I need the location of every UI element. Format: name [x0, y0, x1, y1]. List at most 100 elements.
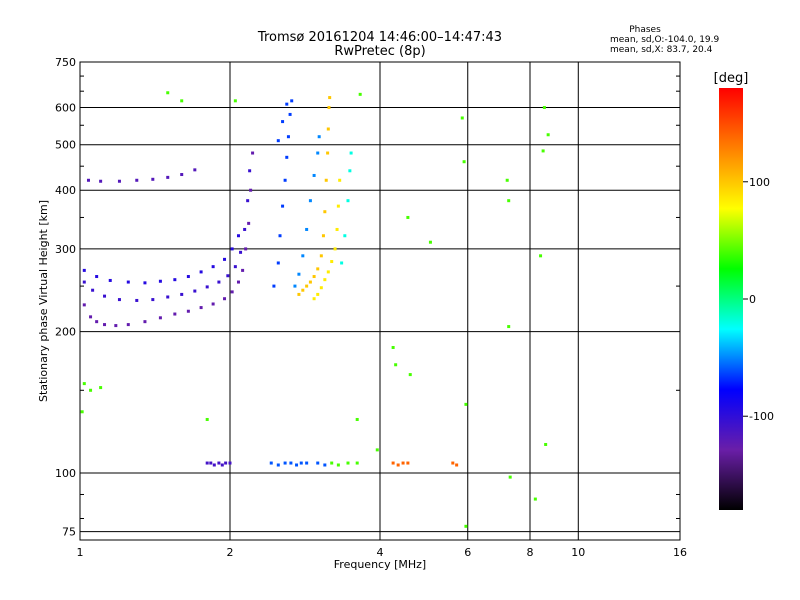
data-point	[539, 254, 543, 258]
x-tick-label: 8	[527, 546, 534, 559]
data-point	[283, 178, 287, 182]
data-point	[335, 227, 339, 231]
data-point	[290, 99, 294, 103]
data-point	[408, 373, 412, 377]
y-tick-label: 750	[55, 56, 76, 69]
chart-title: Tromsø 20161204 14:46:00–14:47:43	[257, 30, 502, 45]
data-point	[348, 169, 352, 173]
data-point	[205, 285, 209, 289]
x-axis-label: Frequency [MHz]	[334, 558, 426, 571]
data-point	[243, 227, 247, 231]
data-point	[283, 461, 287, 465]
data-point	[193, 168, 197, 172]
data-point	[297, 272, 301, 276]
data-point	[89, 315, 93, 319]
data-point	[205, 417, 209, 421]
data-point	[338, 178, 342, 182]
data-point	[276, 463, 280, 467]
data-point	[143, 320, 147, 324]
colorbar-gradient	[719, 88, 743, 510]
data-point	[230, 290, 234, 294]
data-point	[305, 284, 309, 288]
data-point	[217, 280, 221, 284]
data-point	[211, 265, 215, 269]
data-point	[401, 461, 405, 465]
chart-subtitle: RwPretec (8p)	[334, 44, 425, 59]
data-point	[544, 442, 548, 446]
data-point	[209, 461, 213, 465]
data-point	[391, 346, 395, 350]
data-point	[230, 247, 234, 251]
legend-line-x: mean, sd,X: 83.7, 20.4	[610, 45, 713, 55]
data-points	[80, 91, 550, 528]
data-point	[541, 149, 545, 153]
data-point	[308, 199, 312, 203]
data-point	[281, 204, 285, 208]
y-tick-label: 75	[62, 526, 76, 539]
data-point	[319, 254, 323, 258]
data-point	[323, 278, 327, 282]
data-point	[278, 234, 282, 238]
y-tick-label: 500	[55, 139, 76, 152]
data-point	[323, 210, 327, 214]
y-tick-label: 200	[55, 326, 76, 339]
data-point	[186, 309, 190, 313]
data-point	[355, 461, 359, 465]
data-point	[546, 133, 550, 137]
data-point	[316, 292, 320, 296]
y-axis-ticks: 75 100 200 300 400 500 600 750	[55, 56, 680, 539]
data-point	[358, 92, 362, 96]
data-point	[151, 177, 155, 181]
phases-legend: Phases mean, sd,O:-104.0, 19.9 mean, sd,…	[610, 25, 720, 55]
data-point	[462, 160, 466, 164]
data-point	[158, 316, 162, 320]
data-point	[295, 463, 299, 467]
data-point	[428, 240, 432, 244]
x-tick-label: 4	[377, 546, 384, 559]
data-point	[289, 461, 293, 465]
data-point	[305, 227, 309, 231]
colorbar-label: [deg]	[714, 71, 749, 86]
data-point	[276, 139, 280, 143]
data-point	[340, 261, 344, 265]
data-point	[251, 151, 255, 155]
data-point	[95, 275, 99, 279]
data-point	[316, 151, 320, 155]
data-point	[166, 91, 170, 95]
data-point	[223, 297, 227, 301]
data-point	[126, 323, 130, 327]
x-tick-label: 16	[673, 546, 687, 559]
data-point	[312, 173, 316, 177]
data-point	[297, 292, 301, 296]
data-point	[86, 178, 90, 182]
data-point	[117, 179, 121, 183]
x-tick-label: 1	[77, 546, 84, 559]
data-point	[299, 461, 303, 465]
data-point	[288, 112, 292, 116]
data-point	[173, 278, 177, 282]
data-point	[241, 268, 245, 272]
data-point	[236, 234, 240, 238]
data-point	[281, 120, 285, 124]
data-point	[349, 151, 353, 155]
data-point	[464, 402, 468, 406]
data-point	[166, 295, 170, 299]
data-point	[180, 173, 184, 177]
data-point	[507, 199, 511, 203]
phase-colorbar: [deg] 100 0 -100	[714, 71, 774, 510]
grid-lines	[80, 62, 680, 540]
data-point	[319, 286, 323, 290]
data-point	[223, 257, 227, 261]
data-point	[326, 270, 330, 274]
data-point	[272, 284, 276, 288]
data-point	[186, 275, 190, 279]
data-point	[99, 179, 103, 183]
data-point	[330, 260, 334, 264]
data-point	[346, 461, 350, 465]
data-point	[180, 99, 184, 103]
y-tick-label: 100	[55, 467, 76, 480]
data-point	[224, 461, 228, 465]
data-point	[82, 280, 86, 284]
data-point	[199, 306, 203, 310]
